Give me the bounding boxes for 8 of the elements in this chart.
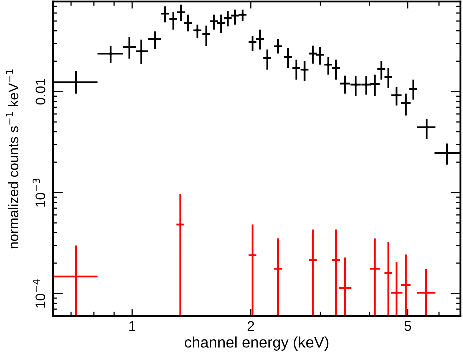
y-tick-label: 10$^{−3}$ [32, 178, 46, 207]
y-axis-title: normalized counts s$^{−1}$ keV$^{−1}$ [6, 70, 19, 249]
x-tick-label: 2 [248, 321, 254, 332]
x-tick-label: 5 [404, 321, 412, 332]
x-tick-label: 1 [130, 321, 136, 332]
y-tick-label: 0.01 [36, 78, 46, 105]
y-tick-label: 10$^{−4}$ [33, 280, 46, 308]
x-axis-title: channel energy (keV) [185, 336, 329, 351]
